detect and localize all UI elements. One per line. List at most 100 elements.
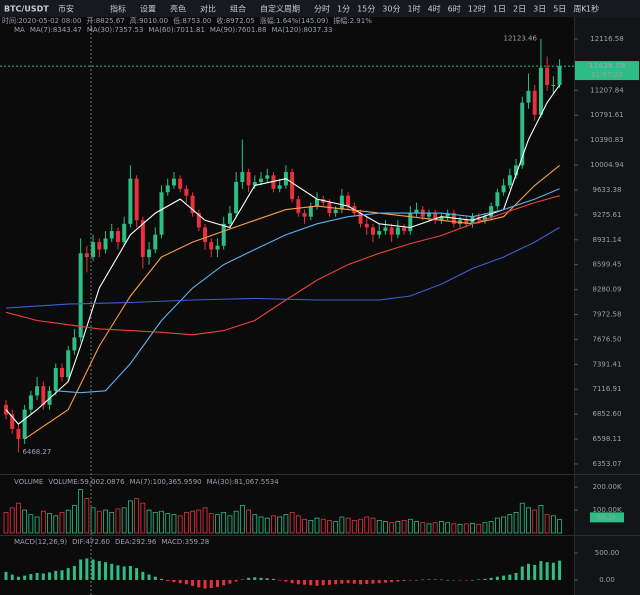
toolbar [0,0,640,17]
volume-bar [283,514,289,534]
volume-bar [339,516,345,534]
candle-body [402,227,407,232]
macd-bar [495,576,499,580]
ma-line [24,164,560,440]
toolbar-item[interactable]: 1日 [493,5,506,14]
candle-body [209,242,214,250]
volume-marker-box [590,512,624,523]
macd-bar [278,579,282,581]
volume-bar [134,498,140,534]
toolbar-item[interactable]: 设置 [140,4,156,14]
candle-body [203,227,208,243]
legend-item: MA(7):8343.47 [30,26,82,34]
legend-item: 收:8972.05 [216,16,254,25]
toolbar-item[interactable]: 5日 [553,5,566,14]
volume-bar [9,507,15,534]
candle-body [240,171,245,183]
macd-bar [72,565,76,580]
macd-bar [209,579,213,589]
max-annotation: 12123.46 [504,35,538,43]
candle-body [84,253,89,258]
volume-bar [103,509,108,534]
macd-bar [452,579,456,581]
macd-bar [508,574,512,580]
volume-bar [140,502,146,534]
volume-bar [463,523,469,534]
macd-bar [489,577,493,580]
macd-bar [54,570,58,580]
candle-body [532,90,537,115]
macd-bar [104,562,108,580]
toolbar-item[interactable]: 6时 [448,4,461,14]
volume-bar [302,518,307,534]
toolbar-item[interactable]: 组合 [230,4,246,14]
candle-body [277,185,282,189]
toolbar-item[interactable]: 2日 [513,5,526,14]
macd-bar [327,579,331,585]
toolbar-item[interactable]: 自定义周期 [260,4,300,14]
toolbar-item[interactable]: 分时 [314,4,330,14]
macd-bar [79,559,83,580]
current-price-box [575,61,639,81]
toolbar-item[interactable]: 对比 [200,4,216,14]
macd-bar [160,578,163,580]
macd-bar [66,568,70,580]
toolbar-item[interactable]: 指标 [110,4,126,14]
y-tick-label: 500.00 [595,549,620,557]
volume-bar [364,516,370,534]
volume-bar [426,523,432,534]
macd-bar [514,572,518,580]
volume-bar [171,514,177,534]
toolbar-item[interactable]: 12时 [468,4,486,14]
macd-bar [48,572,52,580]
candle-body [339,195,344,210]
plot: 指标 设置 亮色 对比 组合 自定义周期 分时 1分 15分 30分 1时 4时 6时 12时 1日 2日 3日… [0,4,639,589]
candle-body [153,234,158,250]
toolbar-item[interactable]: 1时 [407,4,420,14]
macd-bar [359,579,363,585]
volume-bar [414,521,419,534]
toolbar-item[interactable]: 15分 [357,5,375,14]
volume-bar [308,519,314,534]
candle-body [91,242,96,258]
toolbar-item[interactable]: 1分 [337,5,350,14]
macd-bar [526,563,530,580]
toolbar-item[interactable]: 亮色 [170,4,186,14]
macd-bar [4,571,8,580]
macd-bar [296,579,300,585]
macd-bar [35,572,39,580]
macd-bar [458,579,462,581]
toolbar-item[interactable]: 3日 [533,5,546,14]
ma-line [5,227,560,309]
volume-bar [146,509,152,534]
macd-bar [340,579,344,584]
candle-body [171,178,176,186]
toolbar-item[interactable]: 周K [573,5,587,14]
toolbar-item[interactable]: 1秒 [586,4,599,14]
candle-body [439,216,444,221]
macd-bar [265,578,269,580]
volume-bar [445,522,451,534]
volume-bar [65,509,71,534]
min-annotation: 6468.27 [22,448,51,456]
macd-bar [533,564,537,580]
candle-body [109,231,114,239]
candle-body [271,175,276,189]
toolbar-item[interactable]: 30分 [382,5,400,14]
candle-body [221,223,226,246]
candle-body [140,220,145,258]
macd-bar [10,574,14,580]
candle-body [395,227,400,235]
macd-bar [284,579,288,582]
volume-bar [420,522,426,534]
volume-bar [277,516,283,534]
macd-bar [520,566,524,580]
legend-item: 低:8753.00 [173,16,211,25]
volume-bar [53,515,59,534]
macd-bar [97,561,101,580]
legend-item: 振幅:2.91% [333,16,372,25]
candle-body [315,199,319,207]
toolbar-item[interactable]: 4时 [428,4,441,14]
candle-body [377,231,382,235]
